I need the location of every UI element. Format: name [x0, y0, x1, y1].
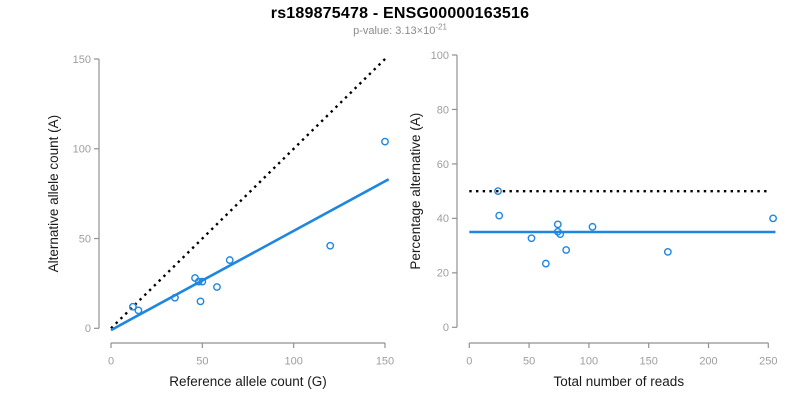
x-tick-label: 150 — [640, 356, 658, 368]
x-tick-label: 50 — [523, 356, 535, 368]
y-tick-label: 50 — [79, 233, 91, 245]
x-tick-label: 100 — [284, 356, 302, 368]
data-point — [556, 230, 565, 239]
data-point — [562, 246, 571, 254]
y-tick-label: 150 — [73, 54, 91, 66]
data-point — [494, 187, 502, 196]
y-tick-label: 0 — [443, 322, 449, 334]
data-point — [495, 211, 504, 220]
pvalue-subtitle: p-value: 3.13×10-21 — [0, 22, 800, 37]
data-point — [588, 222, 597, 231]
pvalue-text: p-value: 3.13×10 — [353, 25, 436, 37]
x-axis-title: Total number of reads — [554, 374, 685, 389]
x-tick-label: 0 — [108, 356, 114, 368]
data-point — [129, 302, 137, 311]
x-tick-label: 150 — [376, 356, 394, 368]
data-point — [171, 293, 179, 302]
page-title: rs189875478 - ENSG00000163516 — [270, 5, 530, 22]
x-tick-label: 100 — [580, 356, 598, 368]
data-point — [196, 297, 205, 306]
y-tick-label: 100 — [431, 50, 449, 62]
fit-line — [110, 178, 390, 332]
data-point — [134, 306, 143, 315]
data-point — [527, 234, 536, 243]
data-point — [326, 241, 335, 250]
y-tick-label: 80 — [437, 104, 449, 116]
data-point — [194, 277, 203, 286]
allele-count-scatter-plot: 0 50 100 150 0 50 100 150 Reference allele count… — [46, 54, 394, 389]
identity-line — [110, 56, 388, 330]
data-point — [541, 259, 550, 268]
x-tick-label: 200 — [699, 356, 717, 368]
x-tick-label: 0 — [466, 356, 472, 368]
y-tick-label: 40 — [437, 213, 449, 225]
y-axis-title: Percentage alternative (A) — [408, 113, 423, 270]
data-point — [553, 220, 562, 229]
percentage-scatter-plot: 0 20 40 60 80 100 0 50 100 150 200 250 Total number … — [408, 50, 777, 389]
data-point — [198, 277, 207, 286]
y-axis-title: Alternative allele count (A) — [46, 115, 61, 273]
x-tick-label: 50 — [196, 356, 208, 368]
data-point — [769, 214, 777, 223]
x-tick-label: 250 — [759, 356, 777, 368]
y-tick-label: 0 — [85, 323, 91, 335]
y-tick-label: 100 — [73, 144, 91, 156]
x-axis-title: Reference allele count (G) — [169, 374, 327, 389]
y-tick-label: 60 — [437, 159, 449, 171]
data-point — [663, 247, 672, 256]
data-point — [225, 256, 234, 264]
data-point — [213, 283, 221, 291]
y-tick-label: 20 — [437, 268, 449, 280]
data-point — [381, 137, 389, 146]
pvalue-exponent: -21 — [435, 22, 447, 32]
